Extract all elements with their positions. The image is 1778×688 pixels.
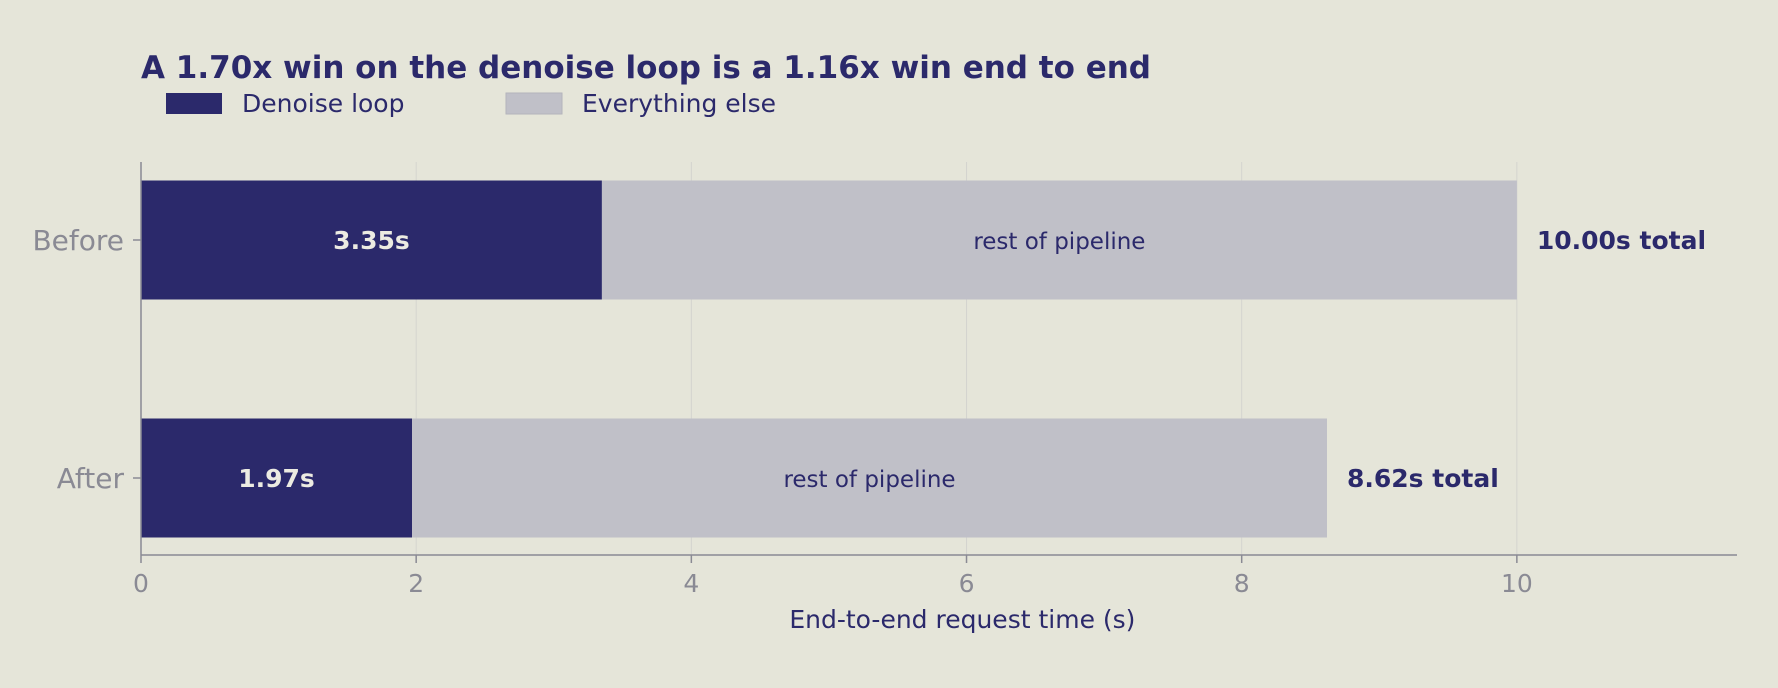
xtick-label-4: 4 (683, 569, 699, 598)
legend-swatch-0 (166, 93, 222, 114)
bar-before-0 (141, 180, 602, 300)
ytick-label-before: Before (32, 224, 124, 257)
xtick-label-6: 6 (959, 569, 975, 598)
xtick-label-0: 0 (133, 569, 149, 598)
bar-label-after-0: 1.97s (238, 464, 315, 493)
chart-title: A 1.70x win on the denoise loop is a 1.1… (141, 50, 1151, 86)
bar-after-0 (141, 418, 413, 538)
bar-label-after-1: rest of pipeline (783, 467, 955, 493)
legend-label-1: Everything else (582, 89, 776, 118)
bar-after-1 (412, 418, 1327, 538)
legend-label-0: Denoise loop (242, 89, 404, 118)
xtick-label-8: 8 (1234, 569, 1250, 598)
total-label-after: 8.62s total (1347, 464, 1499, 493)
xtick-label-2: 2 (408, 569, 424, 598)
legend-swatch-1 (505, 92, 563, 115)
bar-before-1 (601, 180, 1517, 300)
bar-label-before-1: rest of pipeline (973, 229, 1145, 255)
ytick-label-after: After (57, 462, 125, 495)
xtick-label-10: 10 (1501, 569, 1533, 598)
bar-label-before-0: 3.35s (333, 226, 410, 255)
x-axis-label: End-to-end request time (s) (789, 605, 1135, 634)
total-label-before: 10.00s total (1537, 226, 1706, 255)
